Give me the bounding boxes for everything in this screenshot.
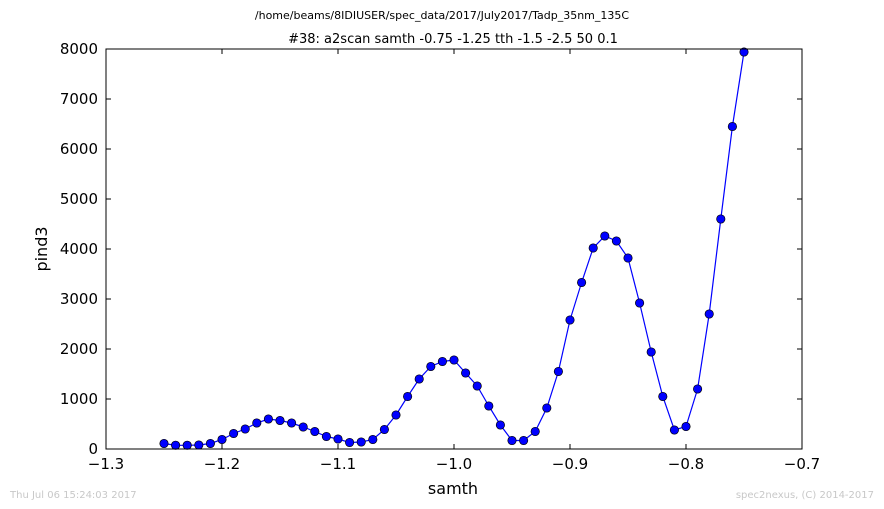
y-axis-label: pind3 [32, 226, 51, 271]
data-point [600, 231, 610, 241]
data-point [403, 391, 413, 402]
series-line [163, 51, 745, 446]
footer-credit: spec2nexus, (C) 2014-2017 [736, 490, 874, 501]
data-point [449, 355, 459, 365]
data-point [391, 410, 401, 420]
data-point [345, 437, 355, 448]
y-tick-label: 4000 [60, 240, 98, 258]
data-point [379, 424, 389, 435]
data-point [356, 437, 366, 447]
data-point [553, 366, 563, 377]
data-point [472, 381, 482, 391]
data-point [681, 421, 691, 432]
plot-frame [105, 48, 803, 450]
data-point [171, 440, 181, 450]
data-point [275, 415, 285, 426]
data-point [298, 422, 308, 432]
x-tick-label: −0.7 [784, 455, 820, 473]
data-point [727, 121, 737, 132]
y-tick-label: 0 [88, 440, 98, 458]
data-point [263, 414, 273, 424]
data-point [159, 438, 169, 449]
series-layer [159, 47, 749, 450]
data-point [437, 356, 447, 367]
data-point [205, 438, 215, 449]
data-point [484, 401, 494, 411]
y-tick-label: 8000 [60, 40, 98, 58]
footer-timestamp: Thu Jul 06 15:24:03 2017 [9, 490, 137, 501]
data-point [229, 428, 239, 439]
y-tick-label: 3000 [60, 290, 98, 308]
data-point [217, 434, 227, 445]
x-tick-label: −0.8 [668, 455, 704, 473]
data-point [565, 315, 575, 325]
data-point [252, 418, 262, 428]
data-point [704, 309, 714, 319]
y-tick-label: 6000 [60, 140, 98, 158]
x-axis-label: samth [428, 479, 478, 498]
data-point [368, 434, 378, 445]
data-point [611, 236, 621, 246]
data-point [426, 361, 436, 372]
y-tick-label: 7000 [60, 90, 98, 108]
data-point [333, 434, 343, 444]
data-point [495, 420, 505, 430]
data-point [519, 435, 529, 446]
data-point [635, 298, 645, 308]
data-point [669, 425, 679, 435]
x-tick-label: −1.2 [204, 455, 240, 473]
data-point [310, 426, 320, 437]
y-tick-label: 5000 [60, 190, 98, 208]
data-point [623, 253, 633, 263]
x-tick-label: −1.1 [320, 455, 356, 473]
data-point [507, 435, 517, 446]
data-point [240, 424, 250, 434]
data-point [739, 47, 749, 57]
data-point [577, 277, 587, 288]
data-point [194, 440, 204, 450]
data-point [646, 347, 656, 357]
y-tick-label: 1000 [60, 390, 98, 408]
data-point [461, 368, 471, 378]
data-point [182, 440, 192, 450]
data-point [658, 391, 668, 402]
x-tick-label: −1.3 [88, 455, 124, 473]
x-tick-label: −0.9 [552, 455, 588, 473]
y-tick-label: 2000 [60, 340, 98, 358]
data-point [542, 403, 552, 413]
data-point [588, 243, 598, 253]
tick-layer: −1.3 −1.2 −1.1 −1.0 −0.9 −0.8 −0.7 0 1000 2000 300… [60, 40, 820, 473]
data-point [530, 426, 540, 437]
data-point [693, 384, 703, 394]
chart-suptitle: /home/beams/8IDIUSER/spec_data/2017/July… [255, 9, 630, 22]
data-point [287, 418, 297, 428]
data-point [414, 374, 424, 384]
chart-title: #38: a2scan samth -0.75 -1.25 tth -1.5 -… [288, 32, 618, 47]
x-tick-label: −1.0 [436, 455, 472, 473]
data-point [321, 431, 331, 442]
data-point [716, 214, 726, 224]
